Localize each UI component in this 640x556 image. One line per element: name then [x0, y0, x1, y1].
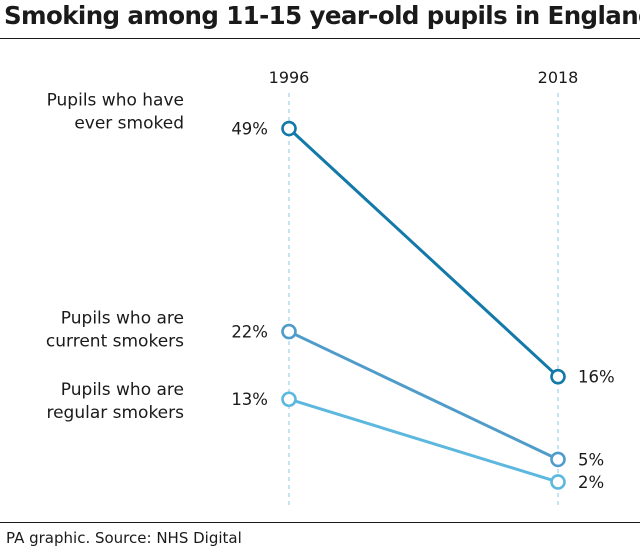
year-label-1996: 1996 — [269, 68, 310, 87]
data-point — [281, 120, 297, 137]
series-line — [288, 330, 559, 461]
series-label: current smokers — [46, 332, 184, 352]
series-group: 49% 16% Pupils who have ever smoked 22% 5% Pup… — [46, 91, 615, 492]
data-point — [550, 451, 566, 468]
data-point — [550, 474, 566, 490]
series-label: Pupils who have — [47, 91, 184, 111]
value-label-2018: 2% — [578, 473, 604, 492]
title-divider — [0, 38, 640, 39]
year-labels: 1996 2018 — [269, 68, 579, 87]
series-line — [287, 127, 560, 378]
source-note: PA graphic. Source: NHS Digital — [6, 529, 242, 547]
value-label-1996: 49% — [231, 120, 268, 139]
series-2: 22% 5% Pupils who are current smokers — [46, 309, 604, 470]
series-3: 13% 2% Pupils who are regular smokers — [46, 380, 604, 492]
value-label-1996: 13% — [231, 390, 268, 409]
data-point — [281, 323, 297, 340]
year-label-2018: 2018 — [538, 68, 579, 87]
series-label: regular smokers — [46, 403, 184, 423]
data-point — [281, 391, 297, 408]
slope-chart: 1996 2018 49% 16% Pupils who have ever smoke… — [46, 68, 615, 508]
footer-divider — [0, 522, 640, 523]
value-label-2018: 16% — [578, 368, 615, 387]
chart-title: Smoking among 11-15 year-old pupils in E… — [4, 1, 640, 30]
series-1: 49% 16% Pupils who have ever smoked — [47, 91, 615, 387]
series-label: Pupils who are — [61, 380, 184, 400]
value-label-1996: 22% — [231, 323, 268, 342]
gridlines — [288, 93, 559, 508]
series-label: ever smoked — [74, 114, 184, 134]
series-label: Pupils who are — [61, 309, 184, 329]
data-point — [550, 368, 566, 385]
series-line — [288, 397, 559, 484]
value-label-2018: 5% — [578, 450, 604, 469]
